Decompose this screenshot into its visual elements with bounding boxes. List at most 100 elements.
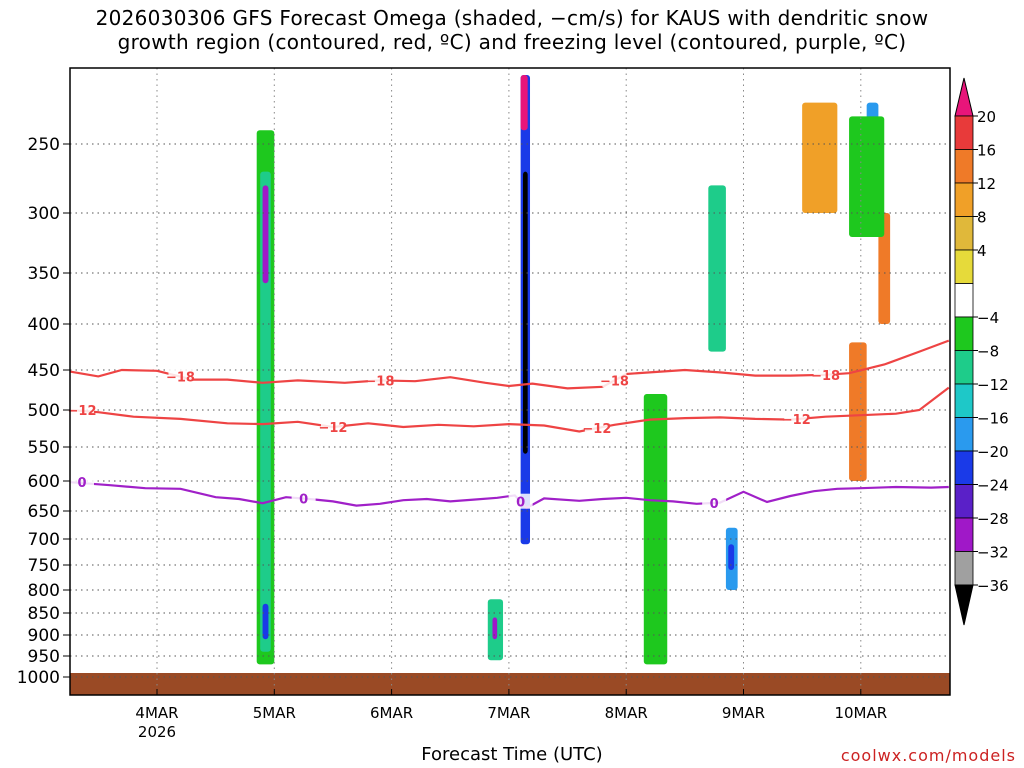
- colorbar-box-14: [954, 551, 974, 586]
- colorbar-box-8: [954, 350, 974, 385]
- x-tick-label-6MAR: 6MAR: [370, 704, 413, 722]
- colorbar-label-2: 12: [977, 175, 996, 193]
- colorbar-box-2: [954, 149, 974, 184]
- contour-label--18-3: −18: [811, 369, 840, 384]
- colorbar-label-10: −24: [977, 477, 1009, 495]
- y-axis: 2503003504004505005506006507007508008509…: [17, 135, 70, 688]
- y-tick-label-300: 300: [28, 204, 60, 224]
- contour-label--18-1: −18: [365, 374, 394, 389]
- omega-shade-17: [802, 102, 838, 213]
- x-tick-label-5MAR: 5MAR: [253, 704, 296, 722]
- colorbar-box-13: [954, 517, 974, 552]
- contour-label-bg-0-3: [702, 494, 727, 510]
- omega-shade-9: [643, 394, 668, 665]
- y-tick-label-800: 800: [28, 581, 60, 601]
- colorbar-label-4: 4: [977, 242, 987, 260]
- chart-title-line1: 2026030306 GFS Forecast Omega (shaded, −…: [95, 6, 929, 30]
- omega-shade-2: [262, 185, 269, 284]
- y-tick-label-850: 850: [28, 604, 60, 624]
- contour-line--12: [69, 386, 950, 433]
- omega-shade-1: [260, 171, 271, 652]
- colorbar-box-11: [954, 450, 974, 485]
- contour-label--18-2: −18: [600, 374, 629, 389]
- colorbar: 20 16 12 8 4 −4 −8 −12 −16 −20 −24 −28 −32 −36: [954, 77, 1009, 626]
- y-tick-label-750: 750: [28, 556, 60, 576]
- contour-label-0-3: 0: [710, 497, 719, 512]
- colorbar-top-arrow: [954, 77, 974, 117]
- omega-shade-11: [728, 544, 735, 570]
- x-tick-label-10MAR: 10MAR: [834, 704, 887, 722]
- y-tick-label-950: 950: [28, 647, 60, 667]
- colorbar-label-6: −8: [977, 343, 999, 361]
- contour-label-bg--18-0: [168, 368, 193, 384]
- credit-text: coolwx.com/models: [840, 746, 1016, 765]
- y-tick-label-550: 550: [28, 438, 60, 458]
- y-tick-label-600: 600: [28, 472, 60, 492]
- y-tick-label-250: 250: [28, 135, 60, 155]
- colorbar-box-1: [954, 115, 974, 150]
- contour-label--12-0: −12: [68, 404, 97, 419]
- contour-label--12-3: −12: [782, 413, 811, 428]
- colorbar-label-0: 20: [977, 108, 996, 126]
- contour-label-bg-0-0: [70, 474, 94, 490]
- y-tick-label-350: 350: [28, 264, 60, 284]
- contour-line--18: [69, 339, 950, 390]
- contour-label-bg--12-1: [320, 419, 345, 435]
- plot-frame: [69, 67, 951, 696]
- contour-label-0-0: 0: [77, 476, 86, 491]
- contour-label-bg-0-2: [508, 493, 533, 509]
- contour-label--12-2: −12: [582, 422, 611, 437]
- x-axis-label: Forecast Time (UTC): [421, 744, 603, 765]
- colorbar-label-11: −28: [977, 510, 1009, 528]
- omega-shade-6: [520, 75, 528, 131]
- x-tick-label-8MAR: 8MAR: [605, 704, 648, 722]
- omega-shade-8: [492, 617, 498, 640]
- surface-ground: [70, 673, 950, 695]
- omega-shade-5: [522, 171, 528, 454]
- omega-shading-layer: [256, 75, 891, 665]
- contour-label--12-1: −12: [318, 421, 347, 436]
- omega-shade-18: [849, 116, 885, 237]
- colorbar-label-8: −16: [977, 410, 1009, 428]
- contour-label-0-2: 0: [516, 496, 525, 511]
- x-tick-label-4MAR: 4MAR: [135, 704, 178, 722]
- y-tick-label-650: 650: [28, 502, 60, 522]
- colorbar-box-6: [954, 283, 974, 318]
- contour-label-bg--12-2: [584, 420, 609, 436]
- omega-shade-16: [878, 213, 891, 324]
- colorbar-box-3: [954, 182, 974, 217]
- omega-shade-12: [708, 185, 726, 352]
- contour-label-bg--18-2: [602, 372, 627, 388]
- colorbar-label-5: −4: [977, 309, 999, 327]
- y-tick-label-400: 400: [28, 315, 60, 335]
- colorbar-label-13: −36: [977, 577, 1009, 595]
- colorbar-box-9: [954, 383, 974, 418]
- contour-label-0-1: 0: [299, 493, 308, 508]
- y-tick-label-900: 900: [28, 626, 60, 646]
- contour-label-bg-0-1: [291, 490, 316, 506]
- contour-label-bg--12-0: [70, 402, 94, 417]
- colorbar-label-9: −20: [977, 443, 1009, 461]
- colorbar-box-12: [954, 484, 974, 519]
- colorbar-label-7: −12: [977, 376, 1009, 394]
- contour-label--18-0: −18: [166, 371, 195, 386]
- colorbar-label-1: 16: [977, 142, 996, 160]
- x-tick-label-9MAR: 9MAR: [722, 704, 765, 722]
- colorbar-label-3: 8: [977, 209, 987, 227]
- colorbar-label-12: −32: [977, 544, 1009, 562]
- contour-layer: −18 −18 −18 −18 −12 −12 −12 −12 0 0 0 0: [68, 339, 950, 512]
- colorbar-box-7: [954, 316, 974, 351]
- omega-shade-3: [262, 603, 269, 640]
- colorbar-box-10: [954, 417, 974, 452]
- y-tick-label-700: 700: [28, 530, 60, 550]
- y-tick-label-500: 500: [28, 401, 60, 421]
- contour-label-bg--18-3: [813, 366, 838, 382]
- colorbar-bottom-arrow: [954, 584, 974, 626]
- y-tick-label-1000: 1000: [17, 668, 60, 688]
- y-tick-label-450: 450: [28, 361, 60, 381]
- contour-label-bg--12-3: [784, 411, 809, 427]
- colorbar-box-4: [954, 216, 974, 251]
- colorbar-box-5: [954, 249, 974, 284]
